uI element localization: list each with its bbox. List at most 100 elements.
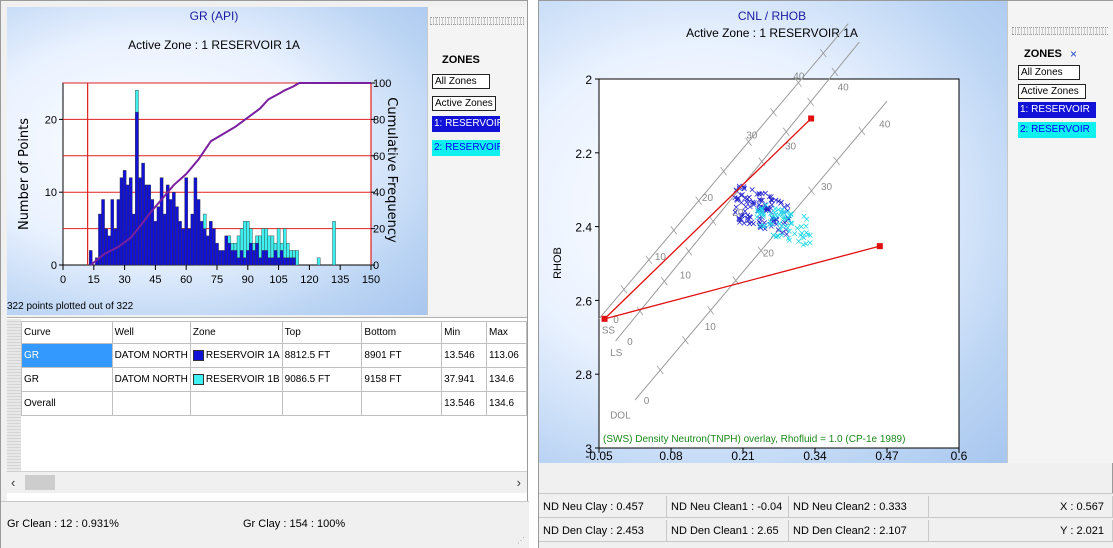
gr-y2-tick-label: 80 [373, 114, 385, 126]
lithology-name-label: DOL [610, 410, 631, 421]
porosity-label: 30 [746, 130, 758, 141]
scatter-point-zone1: × [766, 220, 774, 230]
gr-zone-item-1[interactable]: 1: RESERVOIR [432, 116, 500, 132]
scatter-point-zone1: × [742, 203, 750, 213]
table-row[interactable]: Overall 13.546 134.6 [21, 391, 527, 416]
cell-well[interactable]: DATOM NORTH [111, 367, 191, 392]
cnl-legend-grip[interactable] [1012, 27, 1108, 35]
gr-all-zones-button[interactable]: All Zones [432, 74, 490, 89]
clay-point-marker [808, 115, 815, 122]
scatter-point-zone1: × [781, 219, 789, 229]
scatter-point-zone1: × [767, 196, 775, 206]
lithology-tick [819, 48, 827, 58]
cell-zone[interactable] [189, 391, 283, 416]
gr-zone-item-2[interactable]: 2: RESERVOIR [432, 140, 500, 156]
cursor-x-readout: X : 0.567 [929, 496, 1113, 518]
porosity-label: 20 [732, 208, 744, 219]
scatter-point-zone1: × [733, 203, 741, 213]
gr-bar-zone1 [125, 184, 130, 266]
gr-bar-zone1 [209, 221, 213, 266]
cell-min[interactable]: 37.941 [441, 367, 488, 392]
cnl-zone-item-1[interactable]: 1: RESERVOIR [1018, 102, 1096, 118]
table-row[interactable]: GR DATOM NORTH RESERVOIR 1A 8812.5 FT 89… [21, 343, 527, 368]
cnl-y-tick-label: 3 [585, 442, 592, 456]
scroll-left-arrow-icon[interactable]: ‹ [11, 475, 16, 490]
scatter-point-zone1: × [748, 218, 756, 228]
scatter-point-zone2: × [802, 240, 810, 250]
cnl-all-zones-button[interactable]: All Zones [1018, 65, 1080, 80]
col-header-top[interactable]: Top [281, 321, 363, 344]
cell-min[interactable]: 13.546 [441, 343, 488, 368]
gr-legend-grip[interactable] [430, 17, 524, 25]
table-horizontal-scrollbar[interactable]: ‹ › [7, 471, 527, 493]
scatter-point-zone1: × [755, 201, 763, 211]
scatter-point-zone1: × [781, 203, 789, 213]
cell-curve[interactable]: GR [21, 367, 113, 392]
close-icon[interactable]: × [1070, 47, 1078, 61]
table-row[interactable]: GR DATOM NORTH RESERVOIR 1B 9086.5 FT 91… [21, 367, 527, 392]
gr-bar-zone1 [249, 242, 253, 266]
cell-curve[interactable]: GR [21, 343, 113, 368]
scatter-point-zone2: × [760, 221, 768, 231]
col-header-bottom[interactable]: Bottom [361, 321, 443, 344]
gr-active-zones-button[interactable]: Active Zones [432, 96, 496, 111]
scatter-point-zone2: × [787, 211, 795, 221]
col-header-well[interactable]: Well [111, 321, 191, 344]
lithology-tick [734, 187, 741, 196]
cnl-rhob-panel: CNL / RHOB Active Zone : 1 RESERVOIR 1A 0 1… [538, 0, 1113, 548]
cell-min[interactable]: 13.546 [441, 391, 488, 416]
scatter-point-zone1: × [772, 215, 780, 225]
gr-bar-zone1 [286, 257, 290, 266]
cell-max[interactable]: 134.6 [486, 367, 527, 392]
col-header-curve[interactable]: Curve [21, 321, 113, 344]
scatter-point-zone2: × [786, 212, 794, 222]
cnl-active-zones-button[interactable]: Active Zones [1018, 84, 1086, 99]
cell-well[interactable] [111, 391, 191, 416]
cell-max[interactable]: 134.6 [486, 391, 527, 416]
gr-bar-zone1 [224, 235, 228, 266]
gr-histogram-chart[interactable]: GR (API) Active Zone : 1 RESERVOIR 1A 0 15 3… [1, 1, 427, 317]
gr-bar-zone1 [196, 199, 201, 266]
scatter-point-zone1: × [750, 219, 758, 229]
scatter-point-zone2: × [774, 231, 782, 241]
scatter-point-zone1: × [735, 214, 743, 224]
cell-well[interactable]: DATOM NORTH [111, 343, 191, 368]
col-header-min[interactable]: Min [441, 321, 488, 344]
col-header-zone[interactable]: Zone [189, 321, 283, 344]
cnl-rhob-crossplot[interactable]: CNL / RHOB Active Zone : 1 RESERVOIR 1A 0 1… [539, 1, 1009, 463]
cell-zone[interactable]: RESERVOIR 1B [189, 367, 283, 392]
scatter-point-zone1: × [775, 226, 783, 236]
cell-zone-label: RESERVOIR 1A [205, 350, 280, 362]
scatter-point-zone1: × [773, 215, 781, 225]
cell-max[interactable]: 113.06 [486, 343, 527, 368]
scroll-right-arrow-icon[interactable]: › [516, 475, 521, 490]
gr-bar-zone1 [190, 213, 195, 266]
lithology-tick [782, 216, 790, 225]
gr-bar-zone1 [88, 250, 93, 266]
cell-bottom[interactable]: 8901 FT [361, 343, 443, 368]
col-header-max[interactable]: Max [486, 321, 527, 344]
scrollbar-thumb[interactable] [25, 475, 55, 490]
cnl-x-tick-label: 0.34 [803, 449, 827, 463]
cell-top[interactable] [281, 391, 363, 416]
scatter-point-zone2: × [778, 208, 786, 218]
cell-top[interactable]: 9086.5 FT [281, 367, 363, 392]
cell-curve[interactable]: Overall [21, 391, 113, 416]
cnl-zone-item-2[interactable]: 2: RESERVOIR [1018, 122, 1096, 138]
gr-x-tick-label: 75 [211, 274, 223, 286]
cell-bottom[interactable] [361, 391, 443, 416]
cell-top[interactable]: 8812.5 FT [281, 343, 363, 368]
scatter-point-zone1: × [750, 198, 758, 208]
scatter-point-zone2: × [775, 220, 783, 230]
gr-bar-zone1 [218, 250, 222, 266]
gr-y-tick-label: 10 [45, 187, 57, 199]
scatter-point-zone1: × [782, 226, 790, 236]
gr-bar-zone1 [289, 257, 293, 266]
scatter-point-zone2: × [758, 205, 766, 215]
scatter-point-zone1: × [775, 197, 783, 207]
scatter-point-zone1: × [744, 214, 752, 224]
cell-bottom[interactable]: 9158 FT [361, 367, 443, 392]
cell-zone[interactable]: RESERVOIR 1A [189, 343, 283, 368]
resize-grip-icon[interactable]: ⋰ [517, 536, 525, 545]
scatter-point-zone2: × [772, 233, 780, 243]
